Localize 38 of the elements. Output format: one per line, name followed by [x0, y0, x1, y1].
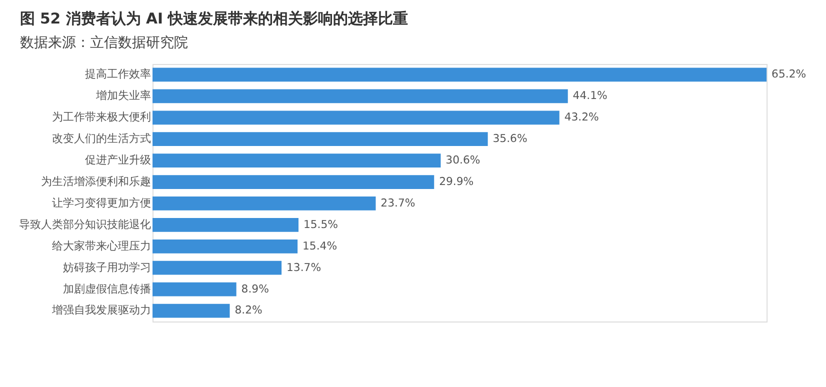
bar — [152, 175, 434, 189]
bar — [152, 260, 282, 275]
data-label: 13.7% — [286, 260, 322, 274]
y-tick-label: 增强自我发展驱动力 — [51, 304, 152, 317]
data-label: 8.9% — [241, 282, 269, 296]
bar — [152, 154, 441, 168]
data-label: 15.4% — [302, 239, 338, 252]
bar — [152, 132, 488, 146]
bar — [152, 89, 568, 104]
data-label: 43.2% — [564, 110, 599, 124]
bar — [152, 282, 236, 296]
data-label: 8.2% — [234, 304, 262, 317]
chart-title: 图 52 消费者认为 AI 快速发展带来的相关影响的选择比重 — [20, 9, 408, 28]
data-label: 30.6% — [446, 154, 480, 167]
y-tick-label: 改变人们的生活方式 — [52, 132, 152, 146]
chart-subtitle: 数据来源：立信数据研究院 — [20, 35, 188, 52]
y-tick-label: 为生活增添便利和乐趣 — [41, 174, 152, 188]
y-tick-label: 加剧虚假信息传播 — [63, 282, 152, 296]
y-tick-label: 增加失业率 — [95, 89, 152, 102]
data-label: 44.1% — [572, 89, 608, 102]
bar — [152, 196, 376, 210]
y-tick-label: 促进产业升级 — [85, 154, 152, 167]
data-label: 35.6% — [492, 132, 528, 146]
data-label: 15.5% — [303, 218, 338, 231]
y-tick-label: 导致人类部分知识技能退化 — [19, 218, 152, 231]
y-tick-label: 为工作带来极大便利 — [52, 110, 152, 124]
data-label: 23.7% — [380, 196, 416, 210]
bar — [152, 68, 767, 82]
data-label: 29.9% — [439, 174, 474, 188]
bar — [152, 304, 230, 318]
bar — [152, 239, 298, 254]
bar — [152, 110, 560, 125]
y-tick-label: 妨碍孩子用功学习 — [63, 260, 152, 274]
y-tick-label: 让学习变得更加方便 — [52, 196, 152, 210]
bar — [152, 218, 298, 232]
y-tick-label: 提高工作效率 — [85, 68, 152, 81]
data-label: 65.2% — [772, 68, 806, 81]
y-tick-label: 给大家带来心理压力 — [52, 239, 152, 252]
